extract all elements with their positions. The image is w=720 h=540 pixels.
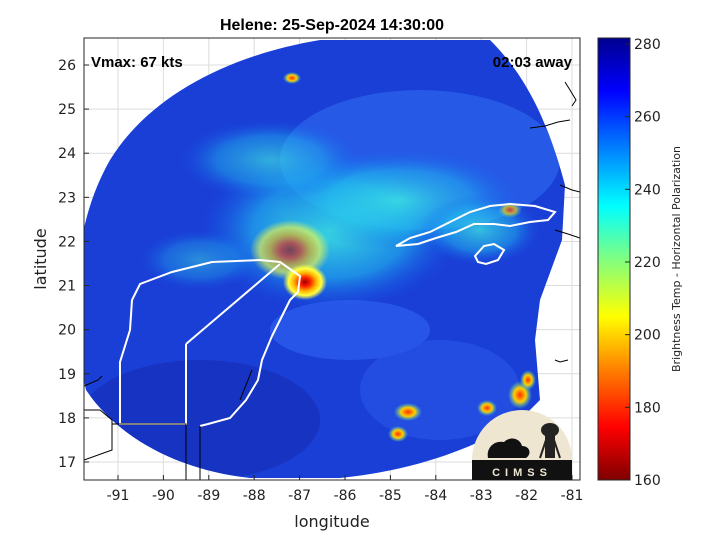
- y-tick-label: 24: [58, 146, 76, 162]
- y-tick-label: 18: [58, 411, 76, 427]
- outside-coastlines: [84, 81, 580, 480]
- x-tick-label: -89: [197, 488, 220, 504]
- y-tick-label: 17: [58, 455, 76, 471]
- time-away-annotation: 02:03 away: [493, 54, 573, 71]
- y-tick-label: 21: [58, 279, 76, 295]
- cimss-logo-text: CIMSS: [492, 467, 552, 479]
- vmax-annotation: Vmax: 67 kts: [91, 54, 183, 71]
- x-tick-label: -90: [152, 488, 175, 504]
- x-tick-label: -84: [424, 488, 447, 504]
- colorbar: [597, 37, 631, 481]
- x-tick-label: -88: [243, 488, 266, 504]
- colorbar-tick-label: 240: [634, 182, 661, 198]
- y-tick-label: 26: [58, 58, 76, 74]
- colorbar-tick-label: 280: [634, 37, 661, 53]
- figure-title: Helene: 25-Sep-2024 14:30:00: [220, 17, 444, 34]
- y-axis-ticks: 26 25 24 23 22 21 20 19 18 17: [58, 58, 89, 471]
- x-tick-label: -86: [334, 488, 357, 504]
- colorbar-tick-label: 180: [634, 400, 661, 416]
- cimss-logo: CIMSS: [472, 410, 572, 480]
- y-tick-label: 19: [58, 367, 76, 383]
- brightness-temp-swath: [84, 40, 565, 478]
- colorbar-tick-label: 200: [634, 328, 661, 344]
- coastlines: [119, 202, 557, 427]
- y-axis-label: latitude: [31, 228, 50, 289]
- x-tick-label: -91: [107, 488, 130, 504]
- x-tick-label: -82: [515, 488, 538, 504]
- x-tick-label: -87: [288, 488, 311, 504]
- y-tick-label: 20: [58, 323, 76, 339]
- colorbar-tick-label: 260: [634, 110, 661, 126]
- y-tick-label: 22: [58, 234, 76, 250]
- x-tick-label: -85: [379, 488, 402, 504]
- colorbar-tick-label: 160: [634, 473, 661, 489]
- x-tick-label: -81: [561, 488, 584, 504]
- colorbar-ticks: 280 260 240 220 200 180 160: [625, 37, 661, 489]
- y-tick-label: 25: [58, 102, 76, 118]
- colorbar-label: Brightness Temp - Horizontal Polarizatio…: [670, 146, 683, 372]
- y-tick-label: 23: [58, 190, 76, 206]
- x-tick-label: -83: [470, 488, 493, 504]
- colorbar-tick-label: 220: [634, 255, 661, 271]
- plot-frame: [83, 37, 581, 481]
- x-axis-label: longitude: [294, 512, 369, 531]
- x-axis-ticks: -91 -90 -89 -88 -87 -86 -85 -84 -83 -82 -81: [107, 475, 584, 504]
